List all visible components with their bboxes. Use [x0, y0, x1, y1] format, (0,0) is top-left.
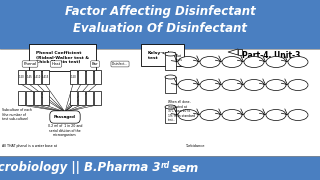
Text: Factor Affecting Disinfectant: Factor Affecting Disinfectant	[65, 6, 255, 19]
Text: When all done,
incubated at
37C then 10 to
1% from standard
test..: When all done, incubated at 37C then 10 …	[168, 100, 195, 122]
Text: Subculture of each
(the number of
test sub-culture): Subculture of each (the number of test s…	[2, 108, 32, 121]
Text: Phenol: Phenol	[23, 62, 37, 66]
Ellipse shape	[244, 80, 264, 91]
Ellipse shape	[222, 57, 242, 68]
Bar	[165, 54, 176, 70]
Bar	[94, 91, 101, 105]
Bar	[42, 70, 49, 84]
Ellipse shape	[266, 109, 286, 120]
Text: Passaged: Passaged	[54, 115, 76, 119]
Bar	[0, 49, 320, 156]
Text: Microbiology || B.Pharma 3: Microbiology || B.Pharma 3	[0, 161, 160, 174]
Ellipse shape	[165, 52, 176, 56]
Text: Turbidance: Turbidance	[185, 144, 204, 148]
Text: All THAT phenol is a water base at: All THAT phenol is a water base at	[2, 144, 57, 148]
Text: Kelsy-sykes
test: Kelsy-sykes test	[148, 51, 177, 60]
Ellipse shape	[200, 57, 220, 68]
Ellipse shape	[288, 80, 308, 91]
Text: Phenol Coefficient
(Rideal-Walker test &
Chick Martin test): Phenol Coefficient (Rideal-Walker test &…	[36, 51, 89, 64]
Text: rd: rd	[161, 161, 170, 170]
Bar	[165, 77, 176, 93]
Bar	[78, 91, 85, 105]
Ellipse shape	[200, 80, 220, 91]
Text: Part-4, Unit-3: Part-4, Unit-3	[242, 51, 300, 60]
Bar	[18, 70, 25, 84]
Bar	[86, 70, 93, 84]
Ellipse shape	[165, 105, 176, 109]
Bar	[94, 70, 101, 84]
Ellipse shape	[178, 57, 198, 68]
Polygon shape	[228, 49, 238, 55]
Text: 1:45: 1:45	[27, 75, 32, 79]
Text: 1:20: 1:20	[19, 75, 24, 79]
Bar	[70, 91, 77, 105]
Ellipse shape	[244, 57, 264, 68]
Ellipse shape	[178, 109, 198, 120]
Bar	[0, 0, 320, 49]
Ellipse shape	[222, 80, 242, 91]
Text: dilut
tests: dilut tests	[175, 54, 183, 62]
Text: sem: sem	[172, 161, 199, 174]
Ellipse shape	[178, 80, 198, 91]
Text: Evaluation Of Disinfectant: Evaluation Of Disinfectant	[73, 21, 247, 35]
Bar	[0, 156, 320, 180]
Bar	[42, 91, 49, 105]
Bar	[18, 91, 25, 105]
Text: 0.2 ml of  1 in 20 and
serial dilution of the
microorganism: 0.2 ml of 1 in 20 and serial dilution of…	[48, 124, 82, 137]
Ellipse shape	[288, 109, 308, 120]
Bar	[34, 70, 41, 84]
Text: 1:415: 1:415	[42, 75, 49, 79]
Ellipse shape	[165, 75, 176, 79]
Ellipse shape	[266, 80, 286, 91]
Text: Disinfect...: Disinfect...	[112, 62, 128, 66]
Ellipse shape	[288, 57, 308, 68]
Text: Bar: Bar	[92, 62, 98, 66]
Bar	[165, 107, 176, 123]
Ellipse shape	[266, 57, 286, 68]
Ellipse shape	[200, 109, 220, 120]
Bar	[78, 70, 85, 84]
Bar	[70, 70, 77, 84]
Text: 1:20: 1:20	[71, 75, 76, 79]
Text: 1:410: 1:410	[34, 75, 41, 79]
Bar	[238, 49, 242, 55]
Text: Heat: Heat	[52, 62, 60, 66]
Bar	[34, 91, 41, 105]
Bar	[26, 70, 33, 84]
Bar	[86, 91, 93, 105]
Ellipse shape	[222, 109, 242, 120]
Ellipse shape	[244, 109, 264, 120]
Bar	[26, 91, 33, 105]
